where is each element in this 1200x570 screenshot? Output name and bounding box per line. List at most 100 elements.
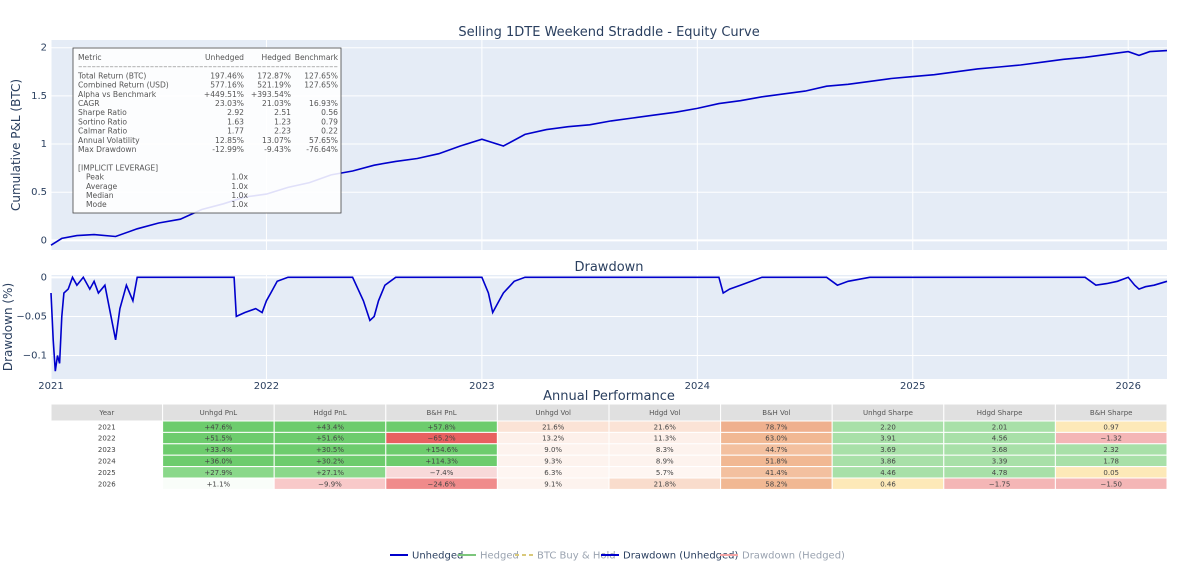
x-tick-label: 2024: [685, 381, 710, 392]
table-cell-value: 2022: [98, 435, 116, 443]
table-cell-value: 9.0%: [544, 446, 562, 454]
table-cell-value: 3.39: [992, 458, 1008, 466]
table-cell-value: 5.7%: [656, 469, 674, 477]
stats-value: 172.87%: [257, 71, 291, 80]
leverage-value: 1.0x: [231, 182, 248, 191]
stats-metric-label: Combined Return (USD): [78, 81, 169, 90]
table-cell-value: 9.1%: [544, 480, 562, 488]
table-cell-value: 2.20: [880, 423, 896, 431]
table-cell-value: 4.78: [992, 469, 1008, 477]
table-cell-value: +51.5%: [204, 435, 232, 443]
leverage-title: [IMPLICIT LEVERAGE]: [78, 163, 158, 172]
stats-value: +449.51%: [204, 90, 244, 99]
table-cell-value: −24.6%: [428, 480, 456, 488]
stats-value: 12.85%: [215, 136, 244, 145]
stats-value: 0.56: [321, 108, 338, 117]
table-cell-value: 8.3%: [656, 446, 674, 454]
stats-box: Metric Unhedged Hedged Benchmark-----------…: [72, 47, 342, 214]
table-cell-value: 2023: [98, 446, 116, 454]
table-header-label: Hdgd PnL: [313, 409, 346, 417]
table-cell-value: −1.32: [1100, 435, 1121, 443]
table-cell-value: 21.6%: [654, 423, 677, 431]
equity-y-tick-label: 1: [41, 139, 47, 150]
table-cell-value: 9.3%: [544, 458, 562, 466]
table-cell-value: +30.5%: [316, 446, 344, 454]
stats-metric-label: Sharpe Ratio: [78, 108, 127, 117]
table-cell-value: 63.0%: [765, 435, 788, 443]
table-cell-value: −1.75: [989, 480, 1010, 488]
stats-value: 23.03%: [215, 99, 244, 108]
stats-metric-label: Annual Volatility: [78, 136, 140, 145]
drawdown-y-tick-label: −0.05: [16, 311, 47, 322]
stats-metric-label: Alpha vs Benchmark: [78, 90, 157, 99]
stats-metric-label: Metric: [78, 53, 102, 62]
table-cell-value: 1.78: [1103, 458, 1119, 466]
legend-item-label[interactable]: Unhedged: [412, 551, 463, 562]
table-cell-value: −65.2%: [428, 435, 456, 443]
table-cell-value: 0.97: [1103, 423, 1119, 431]
table-cell: [1054, 477, 1168, 490]
table-header-label: Unhgd Vol: [535, 409, 571, 417]
drawdown-title: Drawdown: [574, 260, 643, 275]
table-cell-value: −7.4%: [430, 469, 454, 477]
stats-value: 2.23: [274, 127, 291, 136]
table-cell-value: +36.0%: [204, 458, 232, 466]
stats-value: 521.19%: [257, 81, 291, 90]
leverage-label: Peak: [86, 173, 105, 182]
table-cell-value: 51.8%: [765, 458, 788, 466]
drawdown-y-ticks: 0 −0.05 −0.1: [16, 272, 47, 361]
stats-value: 197.46%: [210, 71, 244, 80]
leverage-label: Median: [86, 191, 114, 200]
legend-item-label[interactable]: Drawdown (Unhedged): [623, 551, 739, 562]
equity-title: Selling 1DTE Weekend Straddle - Equity C…: [458, 25, 759, 40]
table-cell-value: 2.32: [1103, 446, 1119, 454]
stats-value: 0.22: [321, 127, 338, 136]
annual-table-title: Annual Performance: [543, 389, 675, 404]
table-cell-value: +27.9%: [204, 469, 232, 477]
equity-y-tick-label: 0: [41, 235, 47, 246]
stats-value: 577.16%: [210, 81, 244, 90]
x-tick-label: 2025: [900, 381, 925, 392]
table-cell-value: +51.6%: [316, 435, 344, 443]
table-header-label: B&H Sharpe: [1090, 409, 1133, 417]
table-cell-value: 3.68: [992, 446, 1008, 454]
table-cell-value: 44.7%: [765, 446, 788, 454]
table-cell-value: +57.8%: [428, 423, 456, 431]
drawdown-y-tick-label: 0: [41, 272, 47, 283]
table-cell-value: 2021: [98, 423, 116, 431]
legend-item-label[interactable]: BTC Buy & Hold: [537, 551, 616, 562]
equity-y-tick-label: 2: [41, 43, 47, 54]
table-cell-value: 6.3%: [544, 469, 562, 477]
x-tick-label: 2022: [254, 381, 279, 392]
stats-value: 127.65%: [304, 81, 338, 90]
equity-y-label: Cumulative P&L (BTC): [9, 79, 23, 211]
table-cell-value: 8.9%: [656, 458, 674, 466]
leverage-label: Mode: [86, 200, 107, 209]
table-cell-value: 41.4%: [765, 469, 788, 477]
leverage-value: 1.0x: [231, 191, 248, 200]
legend: Unhedged Hedged BTC Buy & Hold Drawdown (Un…: [390, 551, 845, 562]
table-cell-value: 21.6%: [542, 423, 565, 431]
table-cell-value: 4.46: [880, 469, 896, 477]
stats-value: 57.65%: [309, 136, 338, 145]
leverage-value: 1.0x: [231, 173, 248, 182]
stats-value: -76.64%: [306, 145, 338, 154]
table-cell-value: +154.6%: [425, 446, 458, 454]
equity-y-ticks: 0 0.5 1 1.5 2: [31, 43, 47, 247]
legend-item-label[interactable]: Drawdown (Hedged): [742, 551, 845, 562]
legend-item-label[interactable]: Hedged: [480, 551, 519, 562]
table-cell-value: 2.01: [992, 423, 1008, 431]
table-cell-value: 2026: [98, 480, 116, 488]
stats-value: Unhedged: [205, 53, 244, 62]
table-cell-value: −1.50: [1100, 480, 1121, 488]
stats-value: 16.93%: [309, 99, 338, 108]
stats-value: 0.79: [321, 117, 338, 126]
drawdown-y-tick-label: −0.1: [23, 351, 47, 362]
table-cell-value: 11.3%: [654, 435, 677, 443]
table-cell-value: 78.7%: [765, 423, 788, 431]
table-cell-value: +1.1%: [207, 480, 231, 488]
table-cell-value: 3.69: [880, 446, 896, 454]
table-cell-value: 21.8%: [654, 480, 677, 488]
drawdown-y-label: Drawdown (%): [1, 283, 15, 371]
